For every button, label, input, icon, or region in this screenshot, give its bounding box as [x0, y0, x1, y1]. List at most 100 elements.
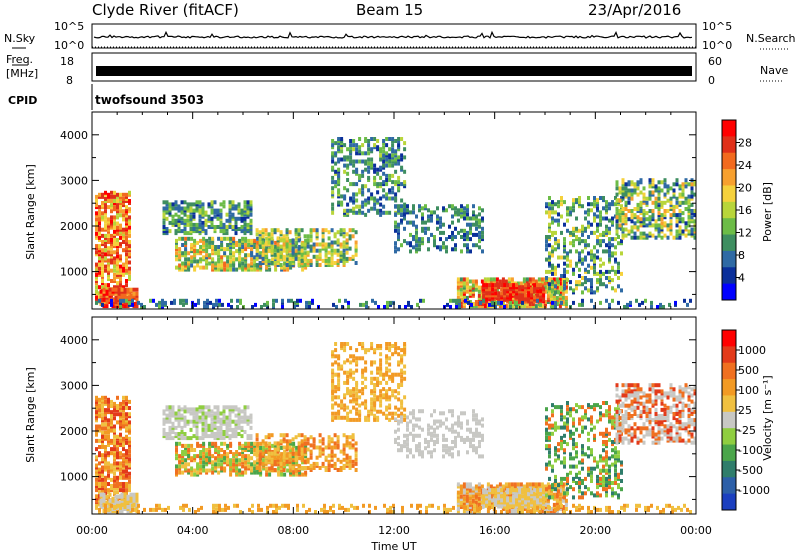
velocity-cell: [343, 458, 346, 462]
velocity-cell: [334, 462, 337, 466]
power-cell: [655, 219, 658, 223]
power-cell: [691, 195, 694, 199]
power-cell: [292, 238, 295, 242]
power-cell: [562, 296, 565, 300]
power-cell: [491, 283, 494, 287]
power-cell: [379, 182, 382, 186]
velocity-cell: [346, 454, 349, 458]
power-cell: [346, 232, 349, 236]
power-cell: [454, 210, 457, 214]
power-cell: [590, 278, 593, 282]
power-cell: [259, 230, 262, 234]
power-cell: [593, 217, 596, 221]
power-cell: [560, 274, 563, 278]
velocity-cell: [217, 432, 220, 436]
power-cell: [337, 145, 340, 149]
velocity-cell: [352, 358, 355, 362]
power-cell: [277, 228, 280, 232]
power-cell: [184, 227, 187, 231]
power-cell: [670, 186, 673, 190]
power-cell: [367, 166, 370, 170]
power-cell: [352, 192, 355, 196]
power-cell: [187, 257, 190, 261]
power-cell: [436, 245, 439, 249]
power-cell: [214, 262, 217, 266]
velocity-cell: [113, 476, 116, 480]
power-cell: [664, 234, 667, 238]
power-cell: [365, 305, 368, 309]
velocity-cell: [229, 473, 232, 477]
power-cell: [667, 209, 670, 213]
power-cell: [482, 283, 485, 287]
power-cell: [575, 262, 578, 266]
velocity-cell: [178, 412, 181, 416]
power-cell: [110, 191, 113, 195]
power-cell: [617, 284, 620, 288]
velocity-cell: [184, 462, 187, 466]
power-cell: [359, 303, 362, 307]
power-cell: [478, 239, 481, 243]
power-cell: [623, 305, 626, 309]
velocity-cell: [226, 444, 229, 448]
power-cell: [529, 277, 532, 281]
power-cell: [619, 191, 622, 195]
velocity-cell: [355, 448, 358, 452]
power-cell: [478, 286, 481, 290]
velocity-cell: [253, 442, 256, 446]
power-cell: [676, 201, 679, 205]
power-cell: [367, 209, 370, 213]
power-cell: [569, 286, 572, 290]
velocity-cell: [128, 406, 131, 410]
power-cell: [385, 137, 388, 141]
power-cell: [602, 217, 605, 221]
velocity-cell: [202, 448, 205, 452]
power-cell: [334, 261, 337, 265]
power-colorbar-swatch: [722, 267, 736, 284]
velocity-cell: [256, 442, 259, 446]
power-cell: [596, 215, 599, 219]
velocity-cell: [211, 409, 214, 413]
power-cell: [361, 211, 364, 215]
power-cell: [497, 291, 500, 295]
power-cell: [631, 230, 634, 234]
power-cell: [304, 243, 307, 247]
velocity-cell: [217, 416, 220, 420]
power-cell: [346, 178, 349, 182]
power-cell: [367, 143, 370, 147]
power-cell: [388, 197, 391, 201]
power-cell: [130, 288, 133, 292]
power-cell: [281, 305, 284, 309]
velocity-cell: [247, 464, 250, 468]
power-cell: [442, 245, 445, 249]
power-cell: [625, 186, 628, 190]
power-cell: [505, 280, 508, 284]
power-cell: [286, 228, 289, 232]
power-cell: [670, 219, 673, 223]
power-cell: [622, 217, 625, 221]
velocity-cell: [331, 379, 334, 383]
power-cell: [445, 237, 448, 241]
power-cell: [346, 172, 349, 176]
power-cell: [596, 256, 599, 260]
velocity-cell: [110, 484, 113, 488]
power-cell: [643, 186, 646, 190]
power-cell: [274, 261, 277, 265]
power-cell: [581, 249, 584, 253]
power-cell: [128, 215, 131, 219]
power-cell: [596, 206, 599, 210]
velocity-cell: [364, 360, 367, 364]
velocity-cell: [346, 342, 349, 346]
power-cell: [478, 225, 481, 229]
velocity-cell: [110, 464, 113, 468]
power-cell: [152, 299, 155, 303]
power-cell: [557, 280, 560, 284]
power-cell: [119, 277, 122, 281]
velocity-cell: [101, 396, 104, 400]
power-cell: [113, 215, 116, 219]
power-cell: [338, 299, 341, 303]
power-cell: [638, 303, 641, 307]
power-cell: [554, 237, 557, 241]
power-cell: [229, 268, 232, 272]
velocity-cell: [355, 356, 358, 360]
